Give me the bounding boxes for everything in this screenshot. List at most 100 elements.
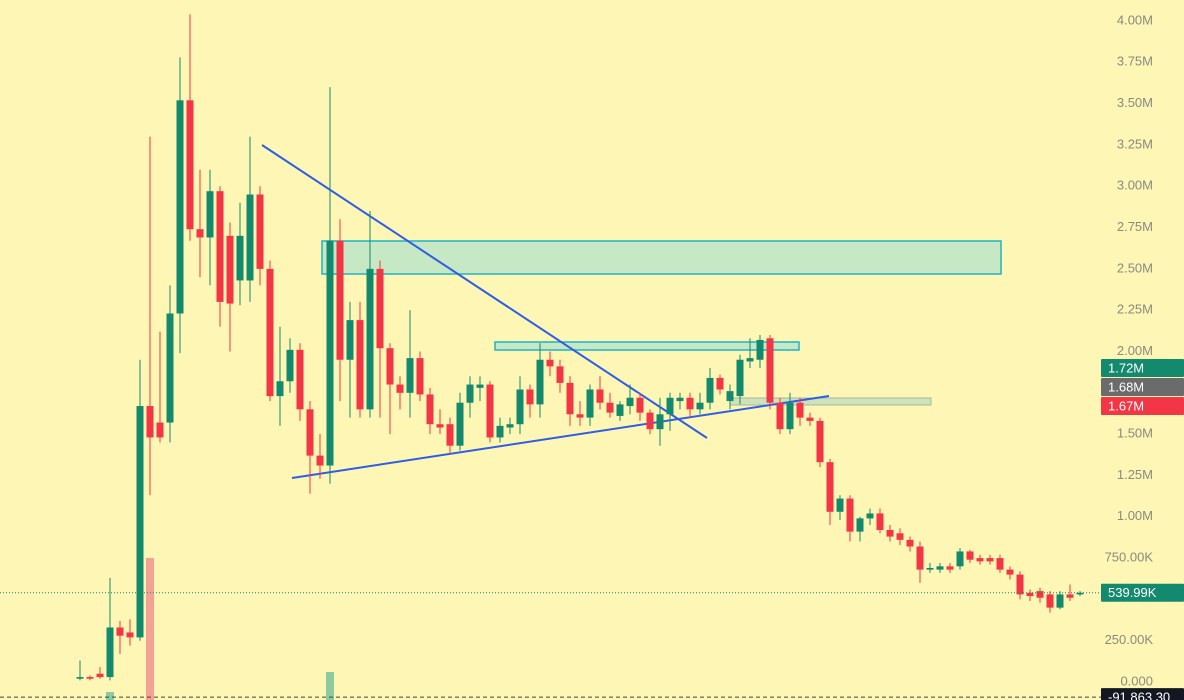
candle-body bbox=[416, 358, 424, 395]
candle-body bbox=[176, 100, 184, 314]
candle-body bbox=[596, 389, 604, 403]
candle-body bbox=[806, 417, 814, 421]
y-tick-label: 3.75M bbox=[1117, 54, 1153, 69]
volume-bar bbox=[326, 672, 334, 700]
candle-body bbox=[676, 397, 684, 402]
candle-body bbox=[1056, 594, 1064, 608]
candle-body bbox=[716, 377, 724, 390]
candle-body bbox=[836, 498, 844, 512]
candle-body bbox=[916, 546, 924, 570]
drawings bbox=[261, 144, 1002, 479]
candle-body bbox=[976, 558, 984, 562]
candle-body bbox=[986, 558, 994, 562]
candle-body bbox=[446, 424, 454, 446]
candle-body bbox=[1026, 592, 1034, 597]
candle-body bbox=[746, 358, 754, 362]
candle-body bbox=[266, 268, 274, 397]
candle-body bbox=[286, 349, 294, 382]
candle-body bbox=[766, 338, 774, 403]
candle-body bbox=[946, 566, 954, 570]
candle-body bbox=[996, 558, 1004, 570]
y-tick-label: 2.25M bbox=[1117, 302, 1153, 317]
candle-body bbox=[1016, 574, 1024, 595]
candle-body bbox=[336, 240, 344, 360]
candle-body bbox=[646, 412, 654, 430]
price-label-box bbox=[1101, 359, 1184, 378]
y-tick-label: 2.50M bbox=[1117, 260, 1153, 275]
candle-body bbox=[356, 320, 364, 410]
y-tick-label: 2.00M bbox=[1117, 343, 1153, 358]
candle-body bbox=[126, 632, 134, 638]
y-tick-label: 750.00K bbox=[1105, 550, 1154, 565]
candle-body bbox=[296, 349, 304, 410]
candle-body bbox=[686, 397, 694, 410]
price-label: 1.72M bbox=[1108, 360, 1144, 375]
candle-body bbox=[616, 404, 624, 416]
candle-body bbox=[1046, 594, 1054, 608]
candle-body bbox=[376, 268, 384, 349]
candle-body bbox=[496, 425, 504, 438]
candle-body bbox=[476, 384, 484, 388]
candles bbox=[76, 14, 1084, 681]
candle-body bbox=[116, 627, 124, 636]
candle-body bbox=[406, 358, 414, 393]
candle-body bbox=[776, 402, 784, 430]
trend-line bbox=[261, 144, 708, 439]
price-label: 539.99K bbox=[1108, 585, 1157, 600]
zone-box bbox=[729, 397, 932, 406]
candle-body bbox=[1076, 592, 1084, 595]
zone-box bbox=[494, 341, 800, 351]
candle-body bbox=[546, 359, 554, 367]
candle-body bbox=[576, 414, 584, 418]
y-tick-label: 250.00K bbox=[1105, 632, 1154, 647]
candle-body bbox=[306, 409, 314, 456]
volume-layer bbox=[106, 558, 334, 700]
y-tick-label: 0.000 bbox=[1120, 673, 1153, 688]
price-label: 1.67M bbox=[1108, 398, 1144, 413]
candle-body bbox=[656, 414, 664, 430]
y-tick-label: 1.50M bbox=[1117, 426, 1153, 441]
candle-body bbox=[706, 377, 714, 403]
candle-body bbox=[816, 420, 824, 463]
candle-body bbox=[696, 402, 704, 410]
y-tick-label: 3.25M bbox=[1117, 136, 1153, 151]
zone-box bbox=[321, 240, 1002, 275]
candle-body bbox=[886, 529, 894, 537]
volume-bar bbox=[106, 692, 114, 700]
candle-body bbox=[276, 381, 284, 397]
candle-body bbox=[186, 100, 194, 230]
candle-body bbox=[1006, 569, 1014, 575]
y-tick-label: 1.25M bbox=[1117, 467, 1153, 482]
candle-body bbox=[206, 191, 214, 238]
volume-bar bbox=[146, 558, 154, 700]
candle-body bbox=[896, 533, 904, 540]
candle-body bbox=[316, 455, 324, 466]
candle-body bbox=[756, 339, 764, 360]
candle-body bbox=[926, 567, 934, 570]
candle-body bbox=[196, 229, 204, 238]
candle-body bbox=[106, 627, 114, 678]
price-label: 1.68M bbox=[1108, 379, 1144, 394]
candle-body bbox=[936, 566, 944, 570]
candle-body bbox=[736, 359, 744, 397]
y-tick-label: 3.50M bbox=[1117, 95, 1153, 110]
candle-body bbox=[726, 391, 734, 402]
candle-body bbox=[966, 551, 974, 560]
candle-body bbox=[906, 539, 914, 547]
trend-line bbox=[291, 395, 830, 479]
candle-body bbox=[516, 389, 524, 425]
candle-body bbox=[856, 518, 864, 532]
candle-body bbox=[426, 394, 434, 425]
candle-body bbox=[136, 406, 144, 638]
candle-body bbox=[346, 320, 354, 360]
price-label-box bbox=[1101, 378, 1184, 397]
price-label-box bbox=[1101, 397, 1184, 416]
candle-body bbox=[226, 235, 234, 304]
price-label: -91,863.30 bbox=[1108, 690, 1170, 700]
candle-body bbox=[156, 422, 164, 438]
candle-body bbox=[506, 424, 514, 428]
candle-body bbox=[556, 366, 564, 383]
candle-body bbox=[246, 194, 254, 281]
